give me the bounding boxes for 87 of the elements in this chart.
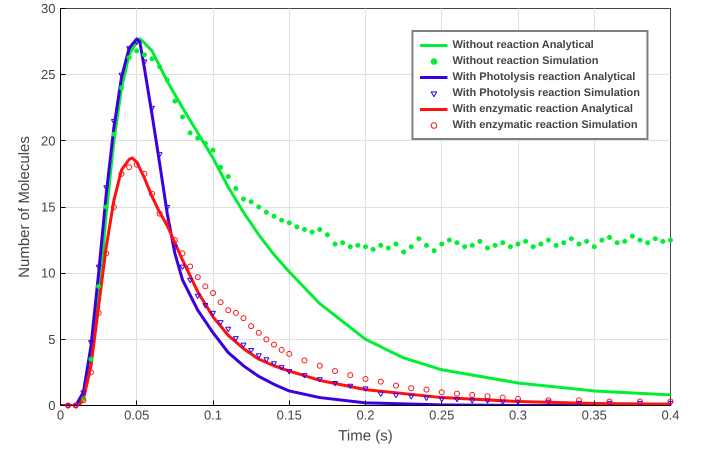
point bbox=[240, 342, 246, 348]
point bbox=[424, 396, 430, 401]
point bbox=[332, 368, 338, 374]
point bbox=[278, 365, 285, 371]
point bbox=[210, 290, 216, 296]
point bbox=[263, 336, 270, 342]
point bbox=[286, 369, 292, 374]
legend-label: With Photolysis reaction Analytical bbox=[452, 70, 636, 84]
y-tick-label: 0 bbox=[48, 398, 56, 413]
x-tick-label: 0.15 bbox=[276, 408, 302, 422]
x-tick-label: 0.2 bbox=[356, 408, 375, 422]
point bbox=[454, 390, 460, 397]
x-tick-label: 0.1 bbox=[204, 408, 222, 422]
point bbox=[316, 377, 323, 382]
point bbox=[286, 350, 292, 357]
point bbox=[180, 250, 186, 256]
point bbox=[347, 372, 354, 378]
point bbox=[362, 376, 368, 382]
x-axis-title: Time (s) bbox=[338, 428, 393, 444]
legend-label: With Photolysis reaction Simulation bbox=[452, 86, 640, 100]
y-tick-label: 15 bbox=[41, 200, 56, 214]
point bbox=[302, 373, 308, 378]
point bbox=[302, 358, 308, 364]
point bbox=[218, 320, 224, 326]
point bbox=[438, 389, 445, 396]
point bbox=[347, 384, 354, 390]
point bbox=[500, 394, 506, 401]
point bbox=[362, 386, 368, 392]
point bbox=[515, 396, 521, 402]
point bbox=[194, 274, 201, 280]
point bbox=[332, 381, 338, 386]
point bbox=[210, 310, 216, 316]
y-tick-label: 20 bbox=[41, 133, 56, 148]
point bbox=[378, 392, 384, 397]
point bbox=[248, 323, 254, 330]
point bbox=[256, 353, 262, 359]
point bbox=[232, 336, 239, 342]
point bbox=[256, 330, 262, 336]
x-tick-label: 0.05 bbox=[124, 408, 150, 422]
y-tick-label: 30 bbox=[41, 1, 56, 16]
point bbox=[469, 392, 476, 398]
y-tick-label: 5 bbox=[48, 332, 56, 347]
point bbox=[271, 342, 277, 348]
legend-label: Without reaction Simulation bbox=[452, 54, 598, 68]
point bbox=[469, 398, 476, 404]
y-axis-title: Number of Molecules bbox=[16, 136, 34, 278]
point bbox=[271, 361, 277, 367]
point bbox=[454, 396, 460, 402]
point bbox=[194, 294, 201, 300]
point bbox=[202, 302, 208, 308]
point bbox=[248, 348, 254, 354]
point bbox=[438, 396, 445, 402]
point bbox=[202, 283, 208, 290]
legend-label: With enzymatic reaction Simulation bbox=[452, 118, 638, 132]
x-tick-label: 0.35 bbox=[582, 408, 607, 422]
point bbox=[187, 264, 194, 270]
y-tick-label: 25 bbox=[41, 67, 56, 82]
y-tick-label: 10 bbox=[41, 266, 56, 281]
point bbox=[187, 278, 194, 284]
point bbox=[484, 398, 490, 404]
point bbox=[225, 326, 232, 332]
point bbox=[484, 393, 490, 400]
point bbox=[263, 357, 270, 363]
point bbox=[180, 264, 186, 270]
point bbox=[408, 394, 414, 400]
point bbox=[218, 299, 224, 306]
point bbox=[393, 382, 399, 389]
point bbox=[576, 400, 582, 406]
point bbox=[232, 310, 239, 316]
point bbox=[408, 385, 414, 392]
point bbox=[278, 346, 285, 353]
point bbox=[225, 307, 232, 314]
legend-label: With enzymatic reaction Analytical bbox=[452, 102, 633, 116]
point bbox=[515, 400, 521, 405]
point bbox=[546, 397, 552, 404]
point bbox=[378, 378, 384, 385]
x-tick-label: 0.4 bbox=[661, 408, 680, 422]
point bbox=[393, 392, 399, 398]
point bbox=[240, 315, 246, 322]
point bbox=[126, 164, 132, 170]
point bbox=[80, 390, 86, 396]
x-tick-label: 0.25 bbox=[429, 408, 454, 422]
x-tick-label: 0.3 bbox=[508, 408, 528, 422]
legend-label: Without reaction Analytical bbox=[452, 38, 594, 52]
point bbox=[576, 397, 582, 404]
point bbox=[424, 386, 430, 393]
point bbox=[316, 362, 323, 369]
